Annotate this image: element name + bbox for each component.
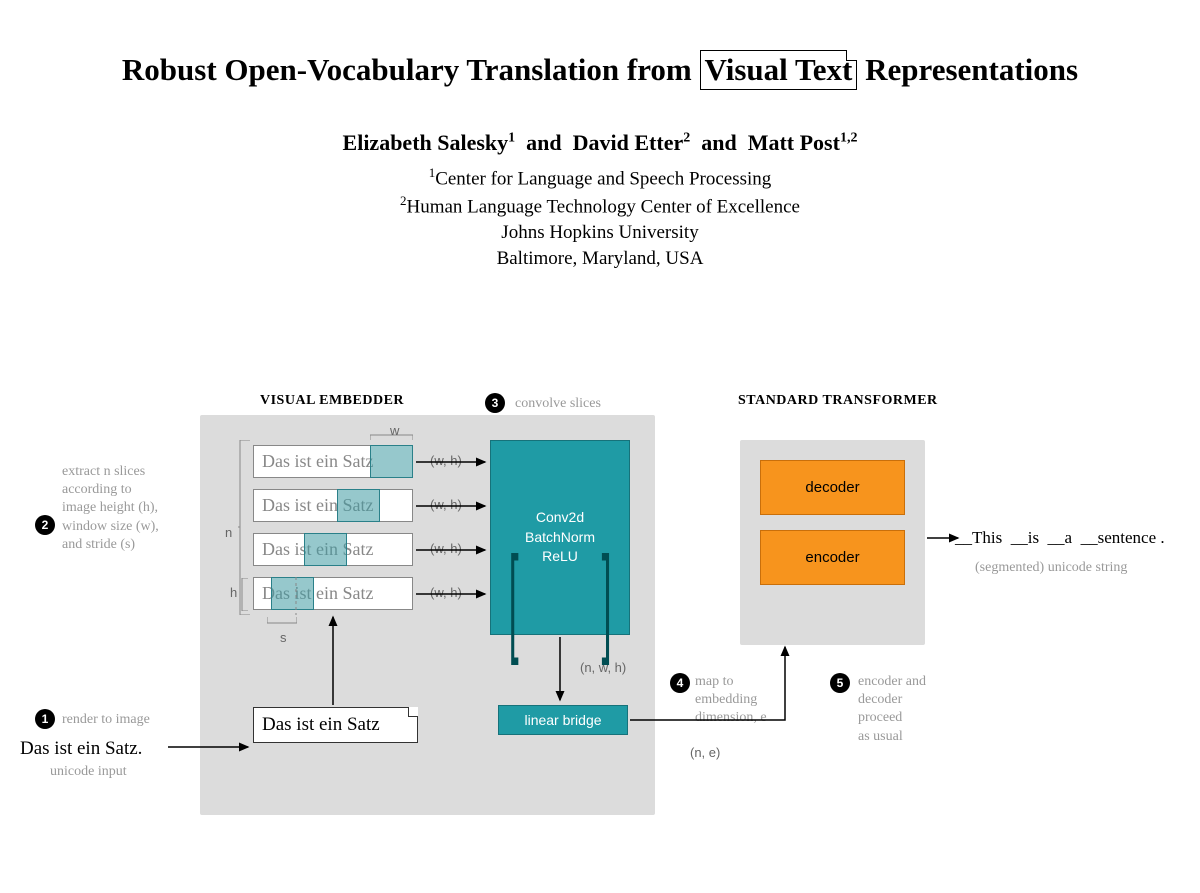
step-badge-5: 5: [830, 673, 850, 693]
dim-label: w: [390, 423, 399, 438]
dim-label: (n, w, h): [580, 660, 626, 675]
h-bracket: [240, 578, 250, 611]
dim-label: (w, h): [430, 453, 462, 468]
annotation-a3: convolve slices: [515, 395, 601, 413]
dim-label: (w, h): [430, 497, 462, 512]
linear-bridge: linear bridge: [498, 705, 628, 735]
slice-highlight: [370, 445, 413, 478]
dim-label: n: [225, 525, 232, 540]
dim-label: h: [230, 585, 237, 600]
annotation-a2: extract n slicesaccording toimage height…: [62, 463, 159, 554]
dim-label: (w, h): [430, 585, 462, 600]
dim-label: (w, h): [430, 541, 462, 556]
standard-transformer-label: STANDARD TRANSFORMER: [738, 393, 938, 409]
affiliations: 1Center for Language and Speech Processi…: [0, 164, 1200, 271]
slice-row: Das ist ein Satz: [253, 489, 413, 522]
slice-highlight: [304, 533, 347, 566]
input-text: Das ist ein Satz.: [20, 738, 142, 760]
render-box: Das ist ein Satz: [253, 707, 418, 743]
output-text: __This __is __a __sentence .: [955, 528, 1165, 548]
authors: Elizabeth Salesky1 and David Etter2 and …: [0, 130, 1200, 156]
visual-embedder-label: VISUAL EMBEDDER: [260, 393, 404, 409]
paper-title: Robust Open-Vocabulary Translation from …: [0, 50, 1200, 90]
step-badge-4: 4: [670, 673, 690, 693]
title-boxed: Visual Text: [700, 50, 858, 90]
encoder-block: encoder: [760, 530, 905, 585]
annotation-a4: map toembeddingdimension, e: [695, 673, 767, 728]
step-badge-1: 1: [35, 709, 55, 729]
conv-block: [ Conv2d BatchNorm ReLU ]: [490, 440, 630, 635]
slice-highlight: [271, 577, 314, 610]
annotation-ui: unicode input: [50, 763, 127, 781]
annotation-a1: render to image: [62, 711, 150, 729]
title-post: Representations: [857, 52, 1078, 87]
decoder-block: decoder: [760, 460, 905, 515]
s-bracket: [267, 615, 297, 625]
step-badge-3: 3: [485, 393, 505, 413]
architecture-diagram: VISUAL EMBEDDER STANDARD TRANSFORMER Das…: [0, 385, 1200, 885]
step-badge-2: 2: [35, 515, 55, 535]
title-pre: Robust Open-Vocabulary Translation from: [122, 52, 700, 87]
dim-label: s: [280, 630, 287, 645]
slice-highlight: [337, 489, 380, 522]
annotation-a5: encoder anddecoderproceedas usual: [858, 673, 926, 746]
annotation-so: (segmented) unicode string: [975, 559, 1127, 577]
dim-label: (n, e): [690, 745, 720, 760]
